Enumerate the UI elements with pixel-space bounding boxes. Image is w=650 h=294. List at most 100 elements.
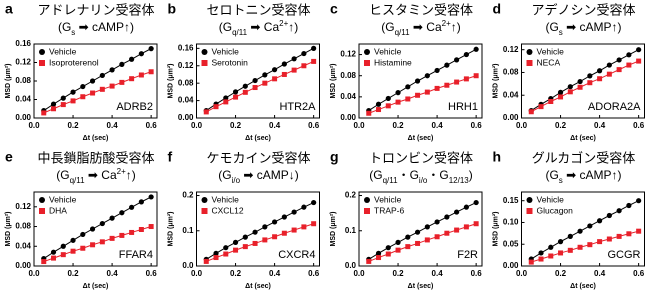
point [109,215,115,221]
legend-label: Vehicle [537,194,565,204]
point [301,50,307,57]
x-tick-label: 0.0 [28,269,40,278]
point [463,51,469,58]
legend-label: Isoproterenol [49,57,99,67]
text: ➡ Ca [410,20,442,34]
point [548,253,554,259]
plot-frame [196,43,320,119]
point [424,89,430,95]
pathway: (Gi/o ➡ cAMP↓) [218,168,299,184]
point [51,106,57,112]
text: (G [58,20,71,34]
point [558,250,564,256]
point [454,209,460,215]
point [424,237,430,243]
subscript: s [559,28,563,37]
legend-marker [364,208,370,214]
point [444,214,450,220]
annotation: GCGR [608,249,641,261]
point [70,89,76,95]
point [577,84,583,90]
panel-title: ヒスタミン受容体 [369,2,473,17]
text: (G [56,168,69,182]
plot-frame [33,191,158,267]
y-tick-label: 0.15 [503,196,519,205]
plot-frame [358,43,483,119]
plot-frame [521,191,645,267]
legend-marker [526,197,533,203]
point [41,259,47,265]
pathway: (Gs ➡ cAMP↑) [545,20,621,36]
point [80,83,86,90]
x-axis-label: Δt (sec) [408,135,434,142]
point [119,232,125,238]
y-tick-label: 0.00 [15,113,31,122]
pathway: (Gq/11 ➡ Ca2+↑) [219,19,299,37]
y-tick-label: 0.0 [345,261,357,270]
annotation: HRH1 [448,101,478,113]
x-tick-label: 0.4 [594,269,606,278]
point [89,78,96,84]
point [567,247,573,253]
text: (G [218,168,231,182]
point [366,110,372,116]
panel-letter: a [5,1,13,17]
point [616,57,622,63]
annotation: F2R [457,249,478,261]
y-axis-label: MSD (μm²) [492,212,499,247]
y-tick-label: 0.00 [503,261,519,270]
point [109,235,115,241]
legend-label: Vehicle [374,46,402,56]
y-tick-label: 0.1 [345,226,357,235]
subscript: i/o [419,176,428,185]
y-tick-label: 0.08 [178,78,194,87]
plot-frame [196,191,320,267]
x-tick-label: 0.6 [146,121,158,130]
point [301,224,307,230]
y-tick-label: 0.04 [15,241,31,250]
y-axis-label: MSD (μm²) [492,64,499,99]
point [233,247,239,253]
panel-title: ケモカイン受容体 [206,150,310,165]
text: ↑) [451,20,461,34]
x-tick-label: 0.6 [633,269,645,278]
y-tick-label: 0.04 [178,96,194,105]
subscript: q/11 [232,28,248,37]
point [99,239,105,245]
point [129,56,135,62]
legend-marker [201,60,208,66]
point [70,98,76,104]
point [538,250,544,256]
point [376,107,382,113]
point [148,69,154,75]
legend-marker [526,208,533,214]
legend-label: Histamine [374,57,412,67]
point [444,82,450,88]
panel-letter: g [330,149,339,165]
point [454,227,460,233]
annotation: CXCR4 [278,249,315,261]
x-tick-label: 0.6 [633,121,645,130]
y-tick-label: 0.2 [345,191,357,200]
point [596,68,603,74]
point [567,89,573,95]
point [242,89,248,95]
y-axis-label: MSD (μm²) [330,212,337,247]
text: (G [219,20,232,34]
point [90,90,96,96]
point [626,231,632,237]
x-axis-label: Δt (sec) [570,135,596,142]
x-axis-label: Δt (sec) [408,283,434,290]
point [434,219,440,225]
x-axis-label: Δt (sec) [570,283,596,290]
point [119,61,125,67]
point [597,239,603,245]
text: (G [545,168,558,182]
point [252,77,258,84]
point [99,220,105,227]
x-axis-label: Δt (sec) [83,135,109,142]
point [232,89,239,95]
point [405,84,411,90]
x-axis-label: Δt (sec) [245,135,271,142]
